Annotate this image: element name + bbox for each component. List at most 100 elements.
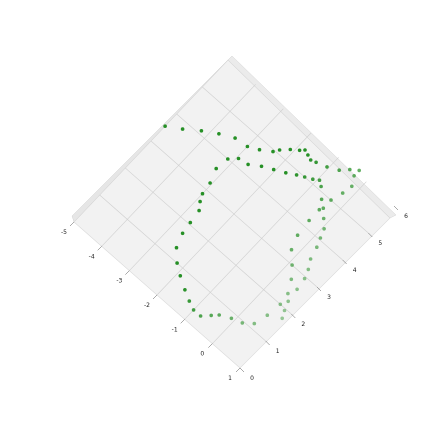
- data-point: [245, 144, 250, 149]
- data-point: [288, 147, 293, 152]
- data-point: [317, 178, 322, 182]
- data-point: [318, 236, 323, 240]
- x-tick-label: 1: [228, 375, 232, 382]
- data-point: [174, 245, 179, 250]
- data-point: [229, 316, 234, 321]
- data-point: [348, 167, 352, 172]
- data-point: [319, 184, 323, 189]
- data-point: [257, 147, 262, 152]
- data-point: [226, 157, 230, 161]
- scatter-series: [163, 124, 362, 326]
- data-point: [308, 257, 313, 261]
- y-tick-mark: [291, 313, 296, 319]
- data-point: [297, 148, 302, 153]
- data-point: [214, 166, 218, 171]
- y-tick-label: 5: [378, 240, 382, 247]
- y-axis: 0 1 2 3 4 5 6: [239, 205, 408, 382]
- data-point: [271, 167, 276, 172]
- x-tick-mark: [235, 367, 241, 373]
- x-tick-label: -5: [61, 229, 67, 236]
- data-point: [265, 313, 270, 318]
- data-point: [191, 308, 196, 312]
- data-point: [240, 321, 245, 325]
- data-point: [322, 227, 326, 231]
- data-point: [325, 165, 329, 169]
- data-point: [271, 149, 275, 154]
- data-point: [180, 127, 185, 131]
- data-point: [295, 287, 299, 292]
- data-point: [307, 218, 311, 223]
- data-point: [198, 314, 203, 318]
- grid-lines: [99, 84, 369, 344]
- data-point: [246, 162, 250, 167]
- data-point: [311, 177, 315, 181]
- data-point: [308, 158, 313, 162]
- y-tick-mark: [368, 232, 373, 238]
- x-tick-mark: [152, 294, 158, 300]
- data-point: [277, 148, 282, 152]
- x-tick-mark: [208, 343, 213, 348]
- x-tick-mark: [180, 319, 185, 324]
- data-point: [175, 261, 179, 265]
- data-point: [321, 216, 326, 221]
- data-point: [319, 197, 324, 202]
- x-tick-mark: [125, 270, 130, 275]
- data-point: [252, 321, 257, 326]
- data-point: [289, 277, 294, 282]
- x-tick-label: 0: [200, 351, 204, 358]
- data-point: [236, 156, 241, 161]
- x-tick-mark: [97, 246, 102, 251]
- y-tick-label: 6: [404, 213, 408, 220]
- data-point: [259, 164, 264, 169]
- data-point: [183, 288, 187, 292]
- data-point: [303, 148, 307, 152]
- y-tick-mark: [342, 259, 347, 265]
- data-point: [306, 267, 311, 272]
- data-point: [217, 313, 221, 317]
- data-point: [282, 308, 287, 313]
- y-tick-mark: [316, 286, 322, 292]
- data-point: [306, 153, 310, 157]
- x-tick-label: -1: [172, 326, 178, 333]
- data-point: [329, 198, 333, 202]
- data-point: [178, 274, 183, 278]
- y-tick-label: 2: [301, 321, 305, 328]
- data-point: [286, 299, 291, 304]
- data-point: [209, 313, 213, 318]
- y-tick-label: 4: [353, 267, 357, 274]
- data-point: [284, 171, 288, 175]
- data-point: [294, 173, 299, 177]
- data-point: [302, 175, 307, 179]
- data-point: [340, 191, 345, 195]
- data-point: [317, 207, 322, 212]
- data-point: [302, 276, 307, 281]
- data-point: [199, 129, 204, 133]
- data-point: [200, 191, 205, 196]
- x-axis: -5 -4 -3 -2 -1 0 1: [61, 221, 241, 382]
- data-point: [278, 302, 283, 307]
- data-point: [295, 233, 300, 237]
- data-point: [233, 136, 237, 140]
- data-point: [321, 206, 326, 210]
- data-point: [314, 160, 318, 165]
- data-point: [188, 220, 193, 225]
- data-point: [290, 263, 294, 267]
- data-point: [352, 174, 356, 178]
- y-tick-mark: [393, 205, 399, 211]
- data-point: [315, 245, 319, 249]
- y-tick-label: 0: [250, 375, 254, 382]
- y-tick-label: 1: [276, 348, 280, 355]
- data-point: [350, 184, 354, 189]
- y-tick-mark: [239, 367, 245, 373]
- data-point: [280, 316, 285, 321]
- data-point: [187, 299, 192, 303]
- x-tick-label: -4: [89, 253, 95, 260]
- data-point: [180, 231, 185, 236]
- y-tick-label: 3: [327, 294, 331, 301]
- data-point: [198, 199, 202, 204]
- grid-line-y: [202, 86, 369, 234]
- x-tick-label: -2: [144, 302, 150, 309]
- data-point: [289, 247, 294, 252]
- data-point: [197, 208, 201, 213]
